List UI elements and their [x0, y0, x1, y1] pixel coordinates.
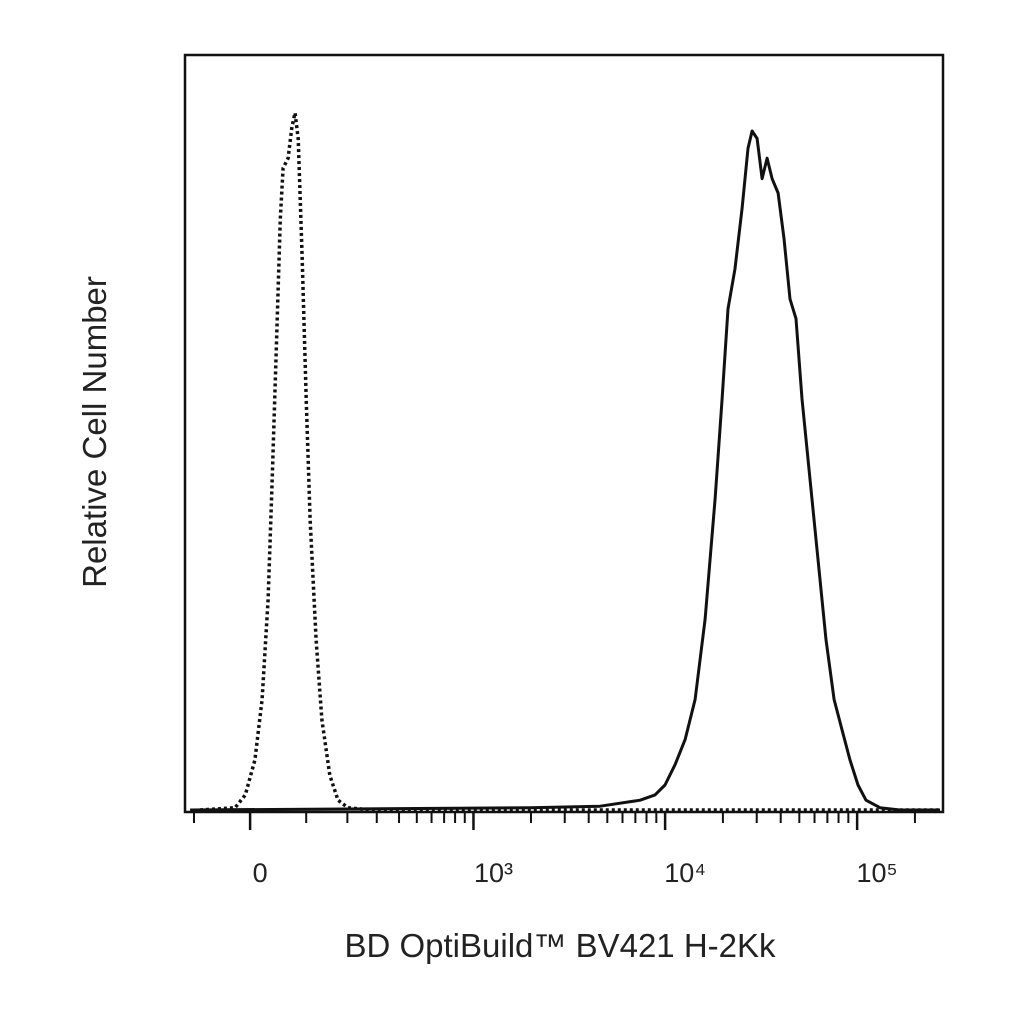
x-tick-label: 10⁴ [664, 858, 706, 888]
x-tick-label: 10³ [474, 858, 513, 888]
x-tick-label: 10⁵ [857, 858, 898, 888]
x-tick-label: 0 [253, 858, 268, 888]
x-axis-title: BD OptiBuild™ BV421 H-2Kk [344, 927, 776, 964]
histogram-line [190, 129, 940, 812]
histogram-line [199, 111, 940, 812]
y-axis-title: Relative Cell Number [76, 276, 113, 588]
